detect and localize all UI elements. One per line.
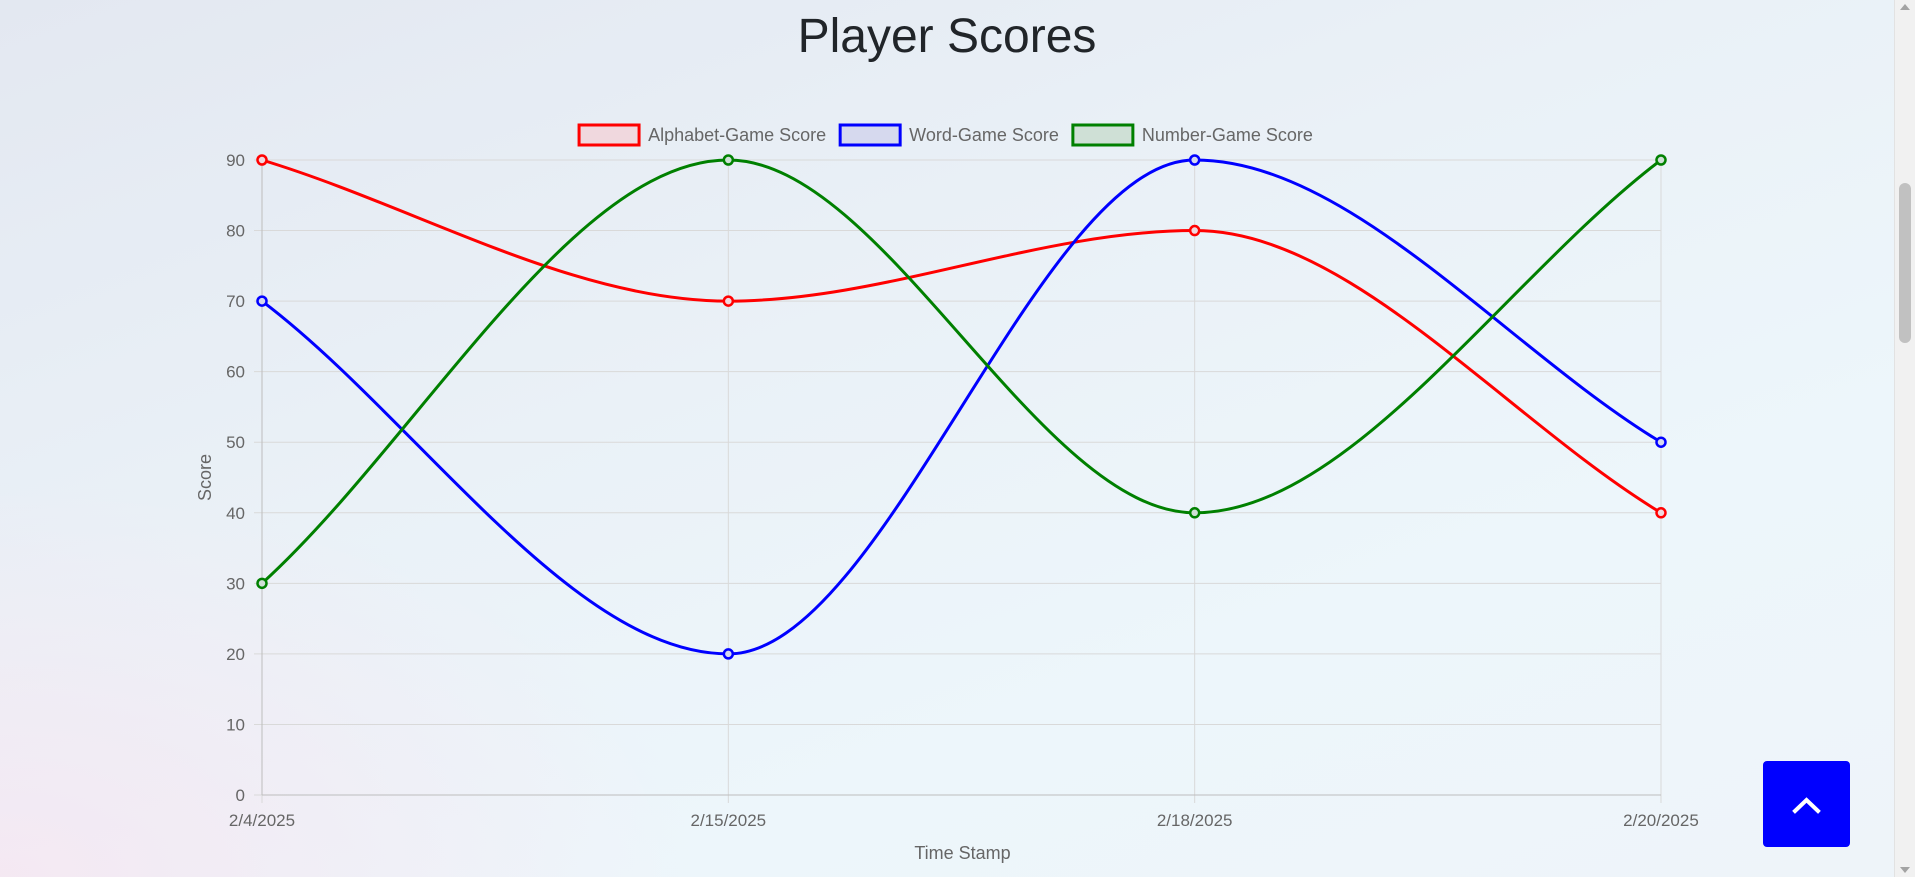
data-point[interactable] (1188, 154, 1201, 166)
data-point[interactable] (1188, 507, 1201, 519)
chart-grid (254, 159, 1662, 803)
legend-swatch (1071, 123, 1135, 147)
legend-item[interactable]: Word-Game Score (838, 123, 1059, 147)
legend-item[interactable]: Number-Game Score (1071, 123, 1313, 147)
x-tick-label: 2/4/2025 (229, 811, 295, 830)
x-tick-label: 2/18/2025 (1157, 811, 1233, 830)
data-point[interactable] (256, 295, 268, 307)
series-line (260, 158, 1663, 515)
scroll-up-arrow-icon[interactable] (1900, 4, 1910, 10)
y-tick-label: 50 (226, 433, 245, 452)
x-tick-label: 2/15/2025 (691, 811, 767, 830)
page-title: Player Scores (797, 10, 1097, 63)
data-point[interactable] (256, 154, 268, 166)
data-point[interactable] (1655, 436, 1667, 448)
data-point[interactable] (256, 577, 268, 590)
legend-swatch (577, 123, 641, 147)
legend-label: Number-Game Score (1142, 125, 1313, 145)
chart-legend[interactable]: Alphabet-Game Score Word-Game Score Number… (577, 123, 1313, 147)
series-line (260, 158, 1663, 585)
y-tick-label: 20 (226, 645, 245, 664)
legend-swatch (838, 123, 902, 147)
series-2 (256, 154, 1667, 590)
scroll-down-arrow-icon[interactable] (1900, 867, 1910, 873)
legend-item[interactable]: Alphabet-Game Score (577, 123, 826, 147)
legend-label: Word-Game Score (909, 125, 1059, 145)
x-axis-title: Time Stamp (914, 843, 1010, 863)
data-point[interactable] (722, 648, 735, 660)
scrollbar-thumb[interactable] (1899, 183, 1911, 343)
y-axis-title: Score (195, 454, 215, 501)
y-tick-label: 70 (226, 292, 245, 311)
back-to-top-button[interactable] (1763, 761, 1850, 847)
chevron-up-icon (1792, 797, 1821, 814)
chart-axes: 0 10 20 30 40 50 60 70 80 90 2/4/2025 2/15/2025 2/18… (195, 151, 1699, 863)
data-point[interactable] (722, 154, 735, 166)
x-tick-label: 2/20/2025 (1623, 811, 1699, 830)
y-tick-label: 30 (226, 574, 245, 593)
y-tick-label: 10 (226, 715, 245, 734)
y-tick-label: 40 (226, 504, 245, 523)
data-point[interactable] (722, 295, 735, 307)
y-tick-label: 90 (226, 151, 245, 170)
data-point[interactable] (1188, 224, 1201, 237)
y-tick-label: 60 (226, 363, 245, 382)
vertical-scrollbar[interactable] (1894, 0, 1915, 877)
chart-series (256, 154, 1667, 660)
data-point[interactable] (1655, 507, 1667, 519)
y-tick-label: 80 (226, 222, 245, 241)
series-1 (256, 154, 1667, 660)
legend-label: Alphabet-Game Score (648, 125, 826, 145)
series-0 (256, 154, 1667, 519)
data-point[interactable] (1655, 154, 1667, 166)
series-line (260, 158, 1663, 656)
y-tick-label: 0 (236, 786, 245, 805)
